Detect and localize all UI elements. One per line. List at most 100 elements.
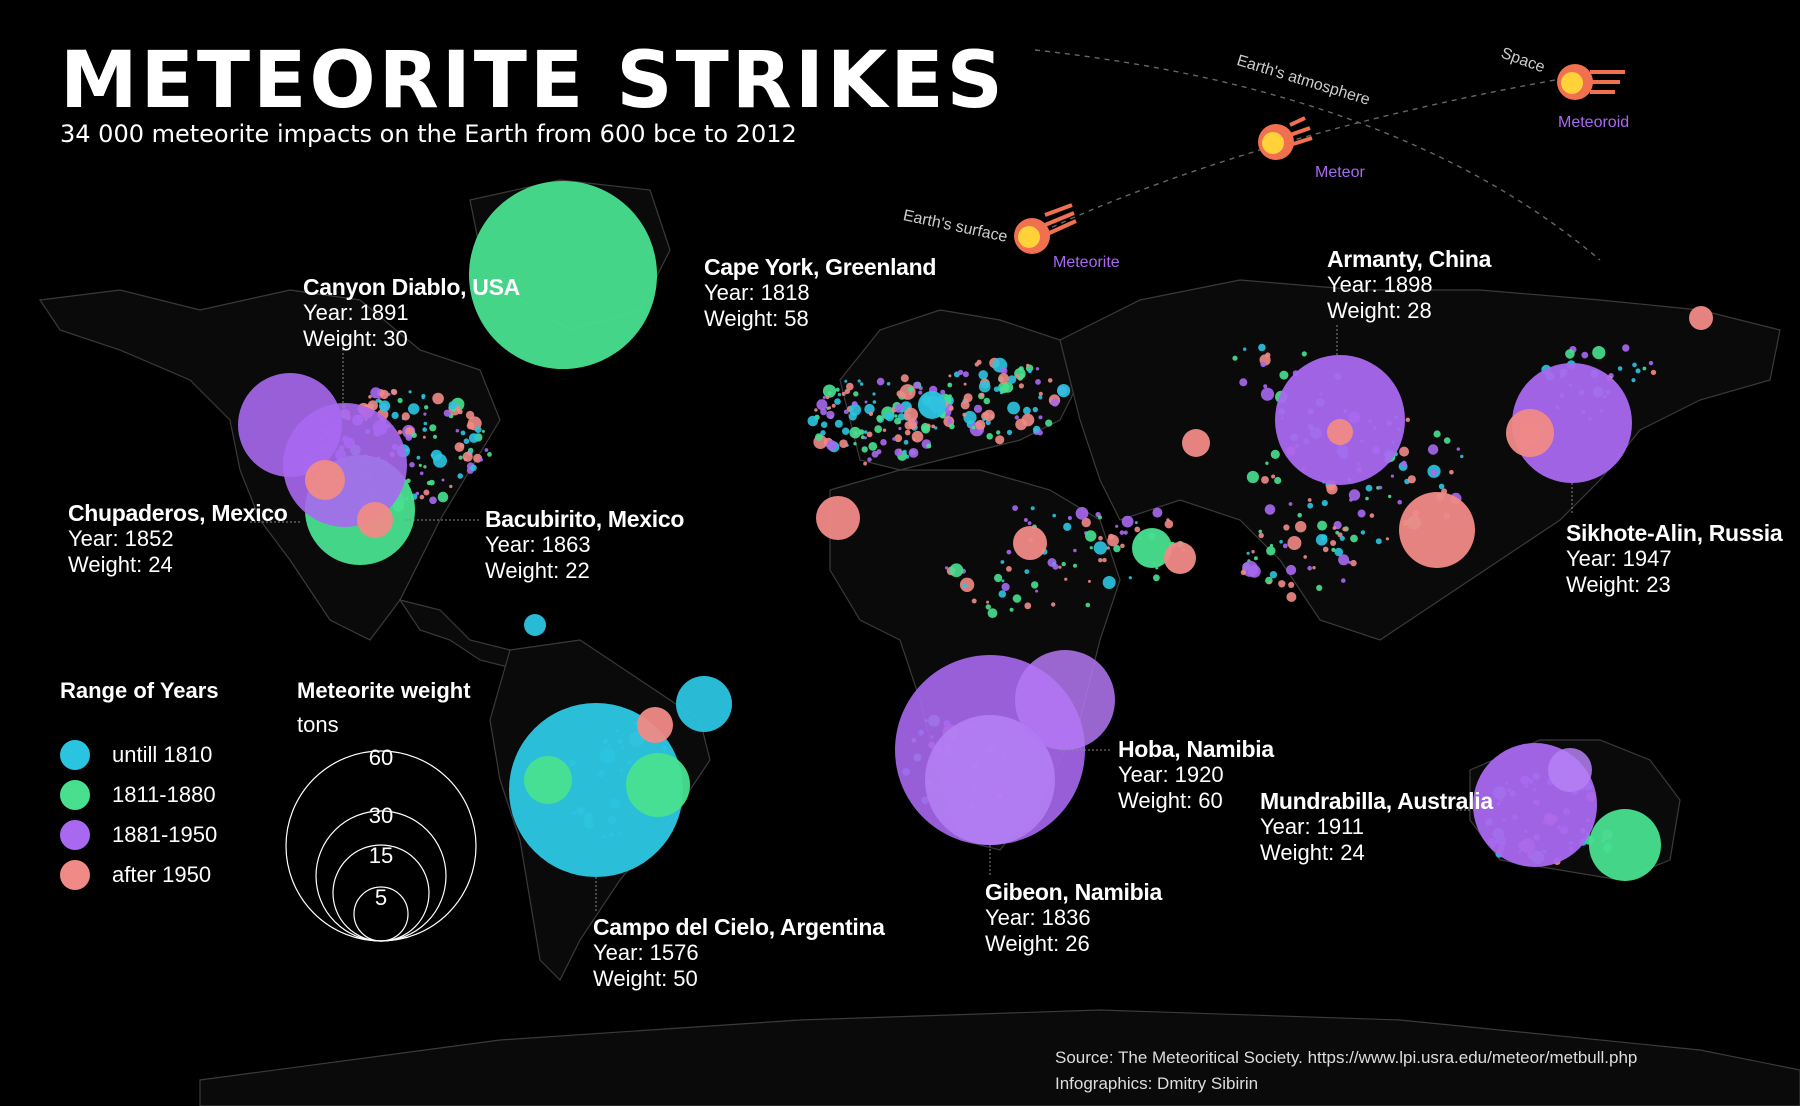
meteorite-dot: [1115, 524, 1119, 528]
bubble-argentina-green: [524, 756, 572, 804]
meteorite-dot: [1093, 541, 1108, 555]
meteorite-dot: [474, 426, 482, 433]
meteorite-dot: [1330, 540, 1337, 546]
meteorite-dot: [876, 415, 883, 422]
meteorite-dot: [1085, 530, 1097, 542]
meteorite-dot: [844, 379, 848, 383]
meteorite-dot: [926, 443, 932, 449]
meteorite-dot: [1365, 484, 1373, 492]
meteorite-dot: [1128, 576, 1132, 580]
meteorite-dot: [868, 442, 878, 451]
meteorite-dot: [1348, 489, 1361, 501]
meteorite-dot: [1369, 513, 1375, 518]
meteorite-dot: [1301, 351, 1307, 357]
meteorite-dot: [903, 439, 909, 445]
meteorite-dot: [866, 431, 873, 438]
meteorite-dot: [983, 409, 995, 422]
meteorite-dot: [422, 435, 426, 439]
meteorite-dot: [947, 382, 953, 388]
label-canyon-diablo: Canyon Diablo, USA Year: 1891 Weight: 30: [303, 274, 520, 352]
meteorite-dot: [885, 412, 895, 422]
meteorite-dot: [1282, 543, 1288, 549]
meteorite-dot: [1286, 564, 1297, 576]
label-bacubirito-year: Year: 1863: [485, 532, 591, 557]
label-campo-del-cielo: Campo del Cielo, Argentina Year: 1576 We…: [593, 914, 885, 992]
legend-item-until-1810: untill 1810: [60, 740, 212, 770]
meteorite-dot: [849, 426, 861, 439]
meteorite-dot: [1357, 509, 1366, 518]
meteorite-dot: [401, 412, 410, 421]
label-cape-york: Cape York, Greenland Year: 1818 Weight: …: [704, 254, 936, 332]
leader-lines: [250, 325, 1573, 912]
bubble-colombia-cyan: [524, 614, 546, 636]
meteorite-dot: [1024, 569, 1030, 574]
meteorite-dot: [820, 421, 828, 429]
meteorite-dot: [1312, 566, 1316, 570]
bubble-campo-del-cielo[interactable]: [509, 703, 683, 877]
meteorite-dot: [1565, 349, 1575, 359]
meteorite-dot: [1321, 500, 1328, 507]
meteorite-dot: [978, 429, 983, 433]
meteorite-dot: [844, 388, 850, 395]
meteorite-dot: [423, 412, 427, 416]
meteorite-dot: [876, 449, 882, 455]
meteorite-dot: [857, 379, 861, 383]
bubble-cape-york[interactable]: [469, 181, 657, 369]
meteorite-dot: [1012, 594, 1022, 603]
bubble-west-africa-salmon: [816, 496, 860, 540]
meteorite-dot: [822, 384, 837, 398]
bubble-gibeon[interactable]: [925, 715, 1055, 845]
meteorite-dot: [1067, 515, 1072, 521]
meteorite-dot: [876, 377, 885, 386]
legend-weight-title: Meteorite weight: [297, 678, 471, 703]
meteor-diagram: [1014, 49, 1625, 261]
meteorite-dot: [1317, 520, 1328, 531]
meteorite-dot: [423, 421, 428, 426]
meteorite-dot: [1058, 565, 1062, 569]
meteorite-dot: [470, 464, 477, 472]
bubble-oman-green: [1132, 528, 1172, 568]
label-mundrabilla-year: Year: 1911: [1260, 814, 1364, 839]
meteorite-dot: [1015, 418, 1027, 431]
meteorite-dot: [1407, 475, 1416, 484]
meteorite-dot: [1081, 517, 1091, 528]
meteorite-dot: [882, 428, 887, 432]
meteorite-dot: [1297, 512, 1302, 518]
meteorite-dot: [1023, 406, 1031, 415]
meteorite-dot: [1251, 550, 1255, 554]
meteorite-dot: [1035, 379, 1041, 385]
meteorite-dot: [1153, 574, 1160, 582]
label-gibeon-name: Gibeon, Namibia: [985, 879, 1162, 905]
meteorite-dot: [913, 381, 921, 389]
meteorite-dot: [405, 434, 413, 441]
meteorite-dot: [1018, 383, 1024, 389]
meteorite-dot: [1307, 565, 1312, 571]
antarctica-outline: [199, 1009, 1800, 1106]
meteorite-dot: [841, 391, 846, 396]
meteorite-dot: [1303, 555, 1307, 559]
meteorite-dot: [861, 446, 868, 453]
meteorite-dot: [1648, 360, 1654, 366]
meteorite-dot: [1152, 507, 1163, 518]
meteorite-dot: [963, 382, 967, 386]
meteorite-dot: [931, 424, 935, 429]
meteorite-dot: [1038, 415, 1043, 420]
meteorite-dot: [1347, 560, 1351, 564]
meteorite-dot: [1106, 546, 1110, 550]
meteorite-dot: [419, 494, 425, 500]
meteorite-dot: [1108, 533, 1115, 540]
page-subtitle: 34 000 meteorite impacts on the Earth fr…: [60, 120, 797, 148]
meteorite-dot: [820, 430, 826, 436]
label-hoba-name: Hoba, Namibia: [1118, 736, 1274, 762]
meteorite-dot: [1295, 521, 1307, 533]
label-gibeon: Gibeon, Namibia Year: 1836 Weight: 26: [985, 879, 1162, 957]
meteorite-dot: [1456, 447, 1461, 451]
meteorite-dot: [441, 478, 445, 482]
meteorite-dot: [379, 389, 389, 400]
meteorite-dot: [880, 439, 887, 446]
meteorite-dot: [898, 426, 902, 431]
meteorite-dot: [973, 404, 983, 413]
bubble-brazil-salmon: [637, 707, 673, 743]
ring-labels: 60 30 15 5: [369, 745, 393, 910]
meteorite-dot: [1279, 370, 1289, 380]
